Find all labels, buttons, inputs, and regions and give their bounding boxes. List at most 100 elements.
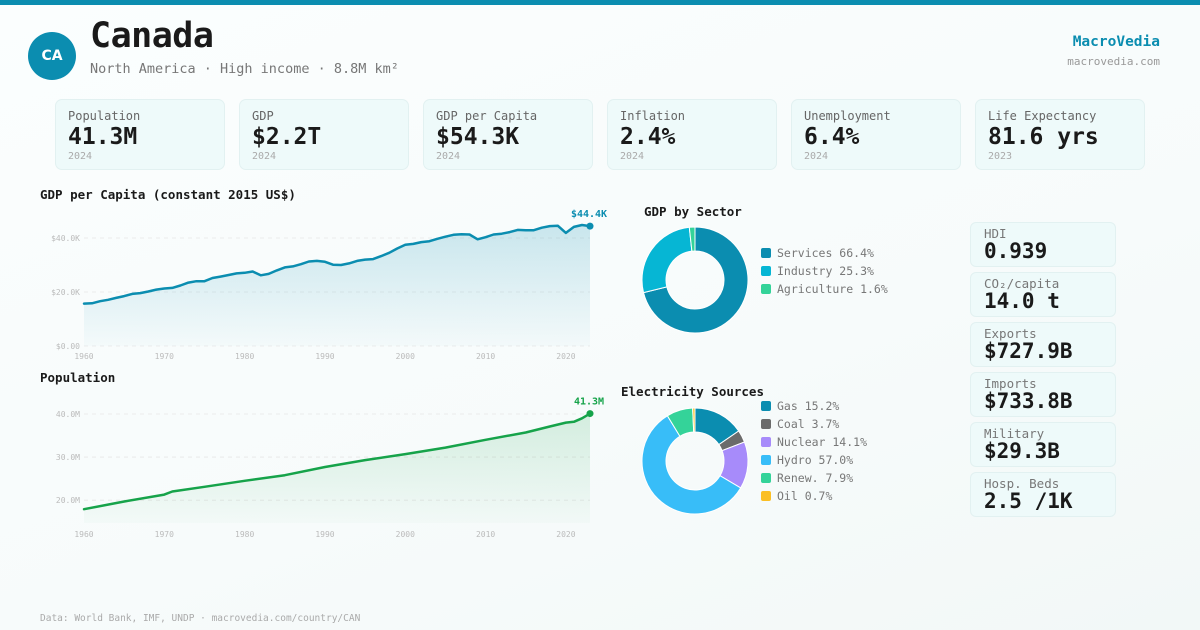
kpi-value: 41.3M — [68, 124, 138, 150]
x-tick-label: 2020 — [556, 352, 575, 361]
sector-chart-title: GDP by Sector — [644, 204, 742, 219]
kpi-year: 2024 — [804, 151, 829, 162]
population-chart: 20.0M 30.0M 40.0M 1960 1970 1980 1990 2000 2010 2… — [56, 397, 604, 539]
stat-value: $29.3B — [984, 439, 1060, 463]
kpi-card-gdp: GDP $2.2T 2024 — [239, 99, 409, 170]
stat-card-military: Military $29.3B — [970, 422, 1116, 467]
population-chart-title: Population — [40, 370, 116, 385]
legend-label: Hydro 57.0% — [777, 453, 854, 467]
legend-item: Oil 0.7% — [761, 487, 867, 505]
kpi-value: $54.3K — [436, 124, 520, 150]
kpi-year: 2024 — [68, 151, 93, 162]
stat-card-exports: Exports $727.9B — [970, 322, 1116, 367]
kpi-label: Inflation — [620, 109, 686, 123]
kpi-value: 2.4% — [620, 124, 676, 150]
x-tick-label: 2000 — [396, 530, 415, 539]
kpi-year: 2024 — [252, 151, 277, 162]
legend-item: Renew. 7.9% — [761, 469, 867, 487]
legend-item: Services 66.4% — [761, 244, 888, 262]
y-tick-label: $0.00 — [56, 342, 80, 351]
stat-value: 14.0 t — [984, 289, 1060, 313]
stat-card-imports: Imports $733.8B — [970, 372, 1116, 417]
x-tick-label: 1980 — [235, 530, 254, 539]
x-tick-label: 1970 — [155, 352, 174, 361]
kpi-year: 2023 — [988, 151, 1013, 162]
legend-swatch — [761, 419, 771, 429]
kpi-label: Population — [68, 109, 141, 123]
legend-item: Hydro 57.0% — [761, 451, 867, 469]
donut-slice-agriculture — [688, 226, 696, 252]
legend-item: Coal 3.7% — [761, 415, 867, 433]
legend-item: Gas 15.2% — [761, 397, 867, 415]
legend-label: Renew. 7.9% — [777, 471, 854, 485]
series-line — [82, 223, 592, 305]
top-accent-bar — [0, 0, 1200, 5]
legend-swatch — [761, 248, 771, 258]
kpi-row: Population 41.3M 2024 GDP $2.2T 2024 GDP… — [55, 99, 1145, 170]
stat-value: $733.8B — [984, 389, 1073, 413]
side-stats: HDI 0.939 CO₂/capita 14.0 t Exports $727… — [970, 222, 1116, 522]
gdp-chart-title: GDP per Capita (constant 2015 US$) — [40, 187, 296, 202]
legend-item: Nuclear 14.1% — [761, 433, 867, 451]
kpi-value: 81.6 yrs — [988, 124, 1099, 150]
brand-url[interactable]: macrovedia.com — [1067, 55, 1160, 68]
y-tick-label: $20.0K — [51, 288, 80, 297]
x-tick-label: 2010 — [476, 352, 495, 361]
legend-label: Nuclear 14.1% — [777, 435, 868, 449]
kpi-value: $2.2T — [252, 124, 322, 150]
kpi-card-inflation: Inflation 2.4% 2024 — [607, 99, 777, 170]
legend-item: Industry 25.3% — [761, 262, 888, 280]
kpi-value: 6.4% — [804, 124, 860, 150]
stat-label: Exports — [984, 326, 1037, 341]
legend-label: Industry 25.3% — [777, 264, 874, 278]
brand-logo[interactable]: MacroVedia — [1072, 34, 1160, 50]
footer-source: Data: World Bank, IMF, UNDP · macrovedia… — [40, 613, 361, 624]
stat-card-hospital-beds: Hosp. Beds 2.5 /1K — [970, 472, 1116, 517]
x-tick-label: 2000 — [396, 352, 415, 361]
gdp-per-capita-chart: $0.00 $20.0K $40.0K 1960 1970 1980 1990 2000 201… — [51, 209, 607, 361]
x-tick-label: 1970 — [155, 530, 174, 539]
kpi-year: 2024 — [436, 151, 461, 162]
y-tick-label: 20.0M — [56, 496, 80, 505]
x-tick-label: 2020 — [556, 530, 575, 539]
stat-value: $727.9B — [984, 339, 1073, 363]
legend-label: Coal 3.7% — [777, 417, 840, 431]
y-tick-label: 40.0M — [56, 410, 80, 419]
donut-slice-oil — [692, 407, 696, 433]
legend-label: Oil 0.7% — [777, 489, 833, 503]
legend-swatch — [761, 284, 771, 294]
stat-label: Hosp. Beds — [984, 476, 1060, 491]
legend-item: Agriculture 1.6% — [761, 280, 888, 298]
kpi-card-gdp-per-capita: GDP per Capita $54.3K 2024 — [423, 99, 593, 170]
gdp-sector-donut — [641, 226, 749, 334]
end-value-label: $44.4K — [571, 209, 607, 220]
stat-label: CO₂/capita — [984, 276, 1060, 291]
x-tick-label: 1960 — [74, 530, 93, 539]
y-tick-label: 30.0M — [56, 453, 80, 462]
kpi-card-population: Population 41.3M 2024 — [55, 99, 225, 170]
kpi-year: 2024 — [620, 151, 645, 162]
kpi-card-unemployment: Unemployment 6.4% 2024 — [791, 99, 961, 170]
legend-swatch — [761, 401, 771, 411]
kpi-label: Unemployment — [804, 109, 891, 123]
donut-slice-services — [642, 226, 749, 334]
stat-value: 0.939 — [984, 239, 1048, 263]
y-tick-label: $40.0K — [51, 234, 80, 243]
stat-label: Military — [984, 426, 1045, 441]
end-point — [586, 222, 594, 230]
electricity-chart-title: Electricity Sources — [621, 384, 764, 399]
legend-swatch — [761, 437, 771, 447]
country-subtitle: North America · High income · 8.8M km² — [90, 61, 399, 77]
stat-label: Imports — [984, 376, 1037, 391]
kpi-card-life-expectancy: Life Expectancy 81.6 yrs 2023 — [975, 99, 1145, 170]
donut-slice-hydro — [641, 415, 742, 515]
electricity-legend: Gas 15.2% Coal 3.7% Nuclear 14.1% Hydro 57.… — [761, 397, 867, 505]
legend-swatch — [761, 491, 771, 501]
area-fill — [84, 225, 590, 346]
page-title: Canada — [90, 16, 214, 56]
end-point — [586, 410, 594, 418]
legend-label: Gas 15.2% — [777, 399, 840, 413]
kpi-label: GDP — [252, 109, 274, 123]
legend-swatch — [761, 266, 771, 276]
